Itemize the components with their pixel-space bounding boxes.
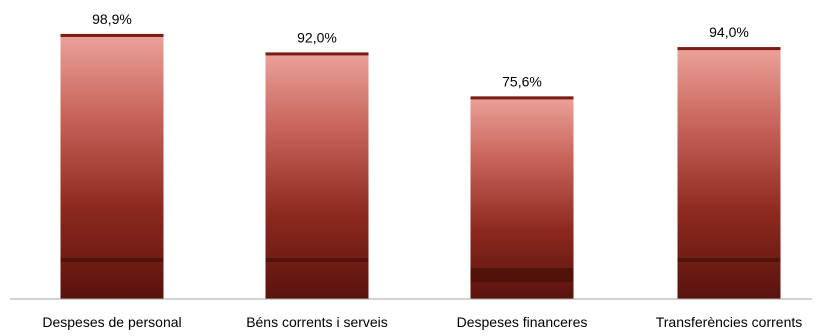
bar-4	[677, 47, 781, 299]
bar-band-4	[677, 258, 781, 262]
bar-cap-2	[265, 52, 369, 56]
category-label-2: Béns corrents i serveis	[246, 314, 388, 330]
bar-3	[470, 96, 574, 299]
bar-cap-1	[60, 33, 164, 37]
bars-layer	[60, 33, 781, 299]
bar-band-1	[60, 258, 164, 262]
category-label-1: Despeses de personal	[42, 314, 181, 330]
value-label-1: 98,9%	[92, 11, 132, 27]
value-label-4: 94,0%	[709, 24, 749, 40]
bar-band-3	[470, 268, 574, 282]
value-label-3: 75,6%	[502, 73, 542, 89]
category-label-4: Transferències corrents	[656, 314, 803, 330]
bar-1	[60, 33, 164, 299]
bar-cap-4	[677, 47, 781, 51]
labels-layer: 98,9% Despeses de personal 92,0% Béns corre…	[42, 11, 802, 330]
bar-band-2	[265, 258, 369, 262]
bar-2	[265, 52, 369, 299]
category-label-3: Despeses financeres	[457, 314, 588, 330]
value-label-2: 92,0%	[297, 29, 337, 45]
bar-cap-3	[470, 96, 574, 100]
